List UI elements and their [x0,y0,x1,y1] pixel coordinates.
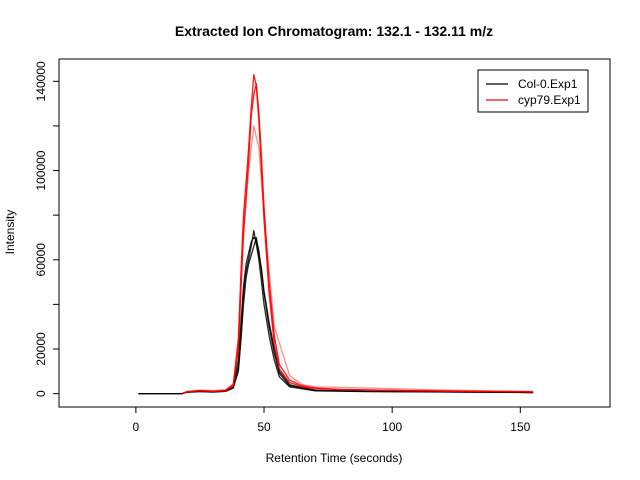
chart-title: Extracted Ion Chromatogram: 132.1 - 132.… [175,23,493,39]
x-tick-label: 50 [257,420,271,434]
series-line-5 [181,82,534,395]
x-axis: 0 50 100 150 [133,406,531,434]
x-tick-label: 100 [382,420,402,434]
x-tick-label: 0 [133,420,140,434]
y-tick-label: 20000 [34,332,48,366]
series-line-3 [138,236,534,395]
legend-label: cyp79.Exp1 [518,93,581,107]
legend-box [477,69,589,113]
y-tick-label: 0 [34,390,48,397]
x-tick-label: 150 [510,420,530,434]
y-axis: 0 20000 60000 100000 140000 [34,61,60,397]
legend-label: Col-0.Exp1 [518,77,578,91]
y-axis-label: Intensity [3,210,17,255]
series-layer [138,73,534,395]
y-tick-label: 100000 [34,150,48,190]
series-line-1 [138,236,534,395]
y-tick-label: 60000 [34,243,48,277]
legend: Col-0.Exp1 cyp79.Exp1 [477,69,589,113]
series-line-6 [181,125,534,395]
series-line-2 [138,230,534,395]
x-axis-label: Retention Time (seconds) [266,451,403,465]
y-tick-label: 140000 [34,61,48,101]
series-line-4 [181,73,534,395]
